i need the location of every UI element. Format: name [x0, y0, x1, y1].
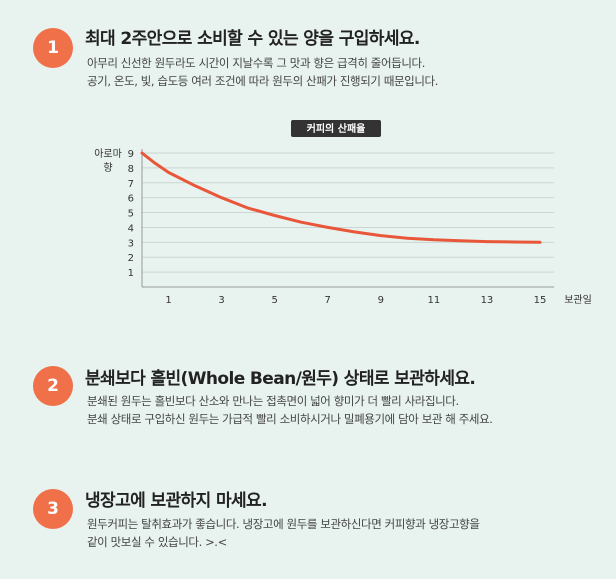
step-2-line-2: 분쇄 상태로 구입하신 원두는 가급적 빨리 소비하시거나 밀폐용기에 담아 보…	[87, 412, 493, 426]
y-tick-label: 2	[128, 253, 134, 264]
step-3-line-1: 원두커피는 탈취효과가 좋습니다. 냉장고에 원두를 보관하신다면 커피향과 냉…	[87, 517, 480, 531]
y-axis-label: 향	[103, 162, 112, 174]
x-tick-label: 9	[378, 295, 384, 306]
y-tick-label: 5	[128, 209, 134, 220]
x-tick-label: 7	[325, 295, 331, 306]
y-tick-label: 8	[128, 164, 134, 175]
step-2-title: 분쇄보다 홀빈(Whole Bean/원두) 상태로 보관하세요.	[85, 369, 476, 389]
x-tick-label: 1	[165, 295, 171, 306]
step-2-line-1: 분쇄된 원두는 홀빈보다 산소와 만나는 접촉면이 넓어 향미가 더 빨리 사라…	[87, 394, 459, 408]
step-2-badge: 2	[33, 366, 73, 406]
step-1-line-2: 공기, 온도, 빛, 습도등 여러 조건에 따라 원두의 산패가 진행되기 때문…	[87, 74, 438, 88]
step-1-badge: 1	[33, 28, 73, 68]
y-tick-label: 6	[128, 194, 134, 205]
step-2-description: 분쇄된 원두는 홀빈보다 산소와 만나는 접촉면이 넓어 향미가 더 빨리 사라…	[87, 392, 493, 428]
y-tick-label: 1	[128, 268, 134, 279]
step-3-line-2: 같이 맛보실 수 있습니다. >.<	[87, 535, 227, 549]
y-tick-label: 7	[128, 179, 134, 190]
aroma-decay-line	[140, 151, 542, 244]
step-3-badge: 3	[33, 489, 73, 529]
step-1-title: 최대 2주안으로 소비할 수 있는 양을 구입하세요.	[85, 29, 420, 49]
step-3-title: 냉장고에 보관하지 마세요.	[85, 491, 268, 511]
y-tick-label: 3	[128, 238, 134, 249]
x-tick-label: 13	[481, 295, 494, 306]
x-tick-label: 3	[218, 295, 224, 306]
x-tick-label: 5	[271, 295, 277, 306]
step-1-description: 아무리 신선한 원두라도 시간이 지날수록 그 맛과 향은 급격히 줄어듭니다.…	[87, 54, 438, 90]
x-axis-label: 보관일	[564, 294, 592, 306]
y-axis-label: 아로마	[94, 148, 122, 160]
step-1-line-1: 아무리 신선한 원두라도 시간이 지날수록 그 맛과 향은 급격히 줄어듭니다.	[87, 56, 425, 70]
x-tick-label: 11	[427, 295, 440, 306]
chart-title: 커피의 산패율	[307, 122, 366, 135]
x-tick-label: 15	[534, 295, 547, 306]
chart-title-box	[291, 120, 381, 137]
step-3-description: 원두커피는 탈취효과가 좋습니다. 냉장고에 원두를 보관하신다면 커피향과 냉…	[87, 515, 480, 551]
y-tick-label: 4	[128, 223, 134, 234]
y-tick-label: 9	[128, 149, 134, 160]
